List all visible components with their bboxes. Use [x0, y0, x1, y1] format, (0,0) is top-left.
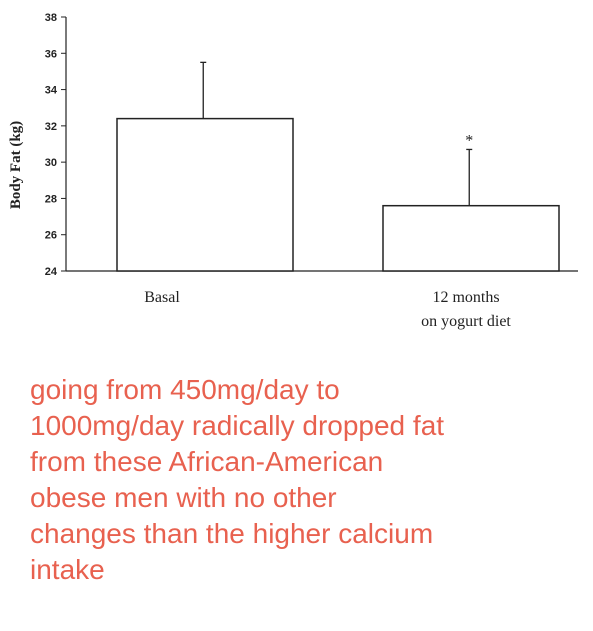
caption-line: changes than the higher calcium [30, 518, 434, 549]
caption-line: 1000mg/day radically dropped fat [30, 410, 445, 441]
bar [382, 204, 560, 272]
y-tick-label: 26 [45, 230, 57, 242]
bar [116, 117, 294, 272]
y-tick-label: 24 [45, 266, 58, 278]
y-tick-label: 34 [45, 85, 58, 97]
x-category-label: Basal [144, 289, 180, 306]
significance-marker: * [465, 132, 473, 149]
y-tick-label: 38 [45, 12, 57, 24]
caption-line: obese men with no other [30, 482, 337, 513]
y-tick-label: 30 [45, 157, 57, 169]
caption-line: intake [30, 554, 105, 585]
bars: * [116, 61, 560, 272]
x-axis-labels: Basal 12 months on yogurt diet [144, 289, 511, 330]
y-axis-title: Body Fat (kg) [8, 121, 24, 209]
caption-line: from these African-American [30, 446, 384, 477]
y-tick-label: 28 [45, 193, 57, 205]
y-tick-label: 36 [45, 48, 57, 60]
x-category-label: on yogurt diet [421, 313, 511, 330]
x-category-label: 12 months [432, 289, 499, 306]
caption: going from 450mg/day to 1000mg/day radica… [30, 372, 580, 588]
bar-chart: 24 26 28 30 32 34 36 38 * Basal 12 months on yogu… [8, 12, 578, 330]
y-tick-label: 32 [45, 121, 57, 133]
caption-line: going from 450mg/day to [30, 374, 340, 405]
